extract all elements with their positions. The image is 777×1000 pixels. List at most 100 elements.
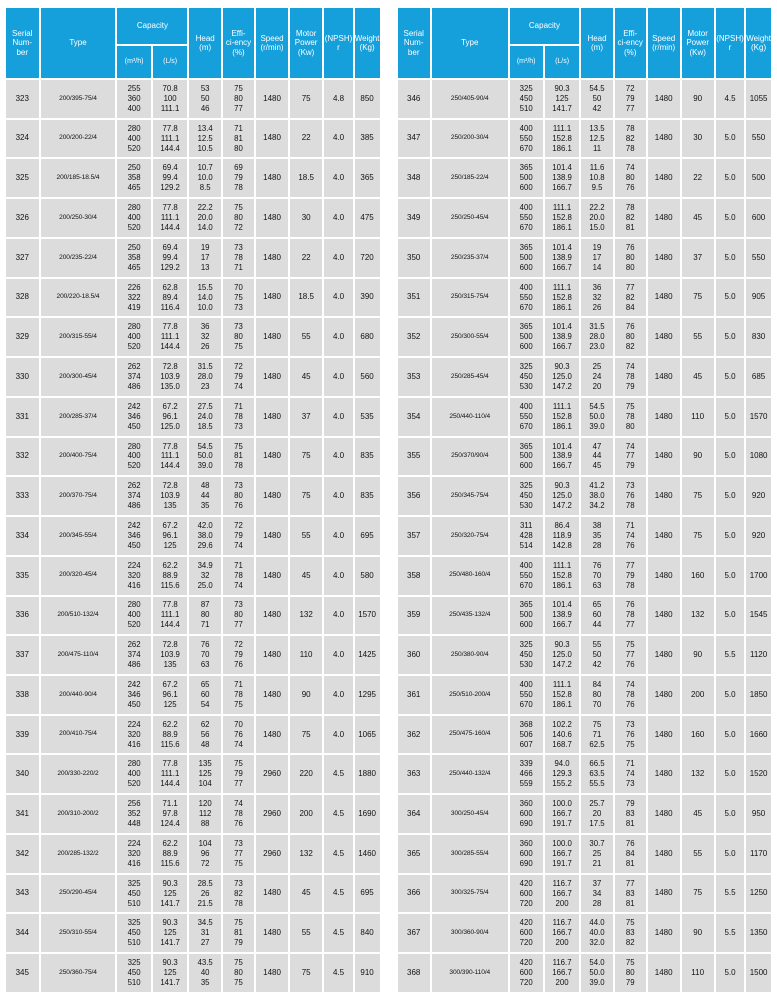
table-row: 345 250/360-75/4 325 450 510 90.3 125 141.7 43.5… (6, 954, 380, 992)
cell-serial-number: 326 (6, 199, 39, 237)
cell-efficiency: 75 80 79 (614, 954, 646, 992)
cell-speed: 1480 (647, 119, 680, 158)
cell-efficiency: 73 80 77 (222, 596, 255, 635)
cell-head: 53 50 46 (189, 80, 221, 118)
cell-efficiency: 71 78 75 (222, 676, 255, 714)
cell-npshr: 4.0 (324, 636, 353, 675)
cell-motor-power: 110 (681, 397, 714, 436)
cell-capacity-ls: 100.0 166.7 191.7 (544, 834, 580, 873)
cell-speed: 1480 (256, 914, 288, 953)
cell-weight: 1545 (746, 596, 771, 635)
cell-speed: 2960 (256, 795, 288, 833)
cell-npshr: 4.0 (324, 596, 353, 635)
cell-head: 28.5 26 21.5 (189, 874, 221, 913)
cell-speed: 1480 (256, 119, 288, 158)
cell-type: 250/440-110/4 (431, 397, 508, 436)
cell-serial-number: 324 (6, 119, 39, 158)
cell-speed: 1480 (647, 596, 680, 635)
cell-capacity-ls: 77.8 111.1 144.4 (152, 596, 188, 635)
cell-serial-number: 339 (6, 715, 39, 754)
cell-capacity-ls: 72.8 103.9 135 (152, 477, 188, 516)
cell-head: 104 96 72 (189, 834, 221, 873)
cell-capacity-m3h: 339 466 559 (509, 755, 543, 794)
cell-capacity-m3h: 280 400 520 (117, 318, 151, 357)
cell-npshr: 4.0 (324, 159, 353, 198)
table-header-left: Serial Num-ber Type Capacity Head (m) Effi… (6, 8, 380, 78)
cell-npshr: 4.5 (324, 914, 353, 953)
cell-weight: 1690 (354, 795, 380, 833)
cell-motor-power: 110 (681, 954, 714, 992)
cell-head: 27.5 24.0 18.5 (189, 397, 221, 436)
cell-motor-power: 45 (681, 199, 714, 237)
cell-capacity-ls: 72.8 103.9 135 (152, 636, 188, 675)
cell-type: 250/380-90/4 (431, 636, 508, 675)
cell-type: 200/315-55/4 (40, 318, 116, 357)
cell-capacity-ls: 62.8 89.4 116.4 (152, 278, 188, 317)
cell-capacity-m3h: 360 600 690 (509, 795, 543, 833)
table-row: 347 250/200-30/4 400 550 670 111.1 152.8 186.1 1… (397, 119, 771, 158)
cell-speed: 1480 (256, 80, 288, 118)
cell-serial-number: 350 (397, 238, 430, 277)
cell-capacity-ls: 71.1 97.8 124.4 (152, 795, 188, 833)
cell-head: 25 24 20 (581, 358, 613, 396)
cell-capacity-ls: 101.4 138.9 166.7 (544, 437, 580, 476)
cell-capacity-ls: 70.8 100 111.1 (152, 80, 188, 118)
cell-type: 300/390-110/4 (431, 954, 508, 992)
cell-efficiency: 73 76 75 (614, 715, 646, 754)
cell-weight: 1425 (354, 636, 380, 675)
cell-capacity-m3h: 400 550 670 (509, 556, 543, 595)
table-row: 339 200/410-75/4 224 320 416 62.2 88.9 115.6 62 5… (6, 715, 380, 754)
table-row: 368 300/390-110/4 420 600 720 116.7 166.7 200 54… (397, 954, 771, 992)
cell-speed: 1480 (647, 834, 680, 873)
cell-npshr: 4.5 (324, 834, 353, 873)
cell-motor-power: 132 (289, 596, 323, 635)
cell-capacity-m3h: 400 550 670 (509, 676, 543, 714)
cell-capacity-ls: 69.4 99.4 129.2 (152, 238, 188, 277)
cell-npshr: 5.0 (715, 954, 745, 992)
cell-speed: 1480 (256, 556, 288, 595)
cell-head: 22.2 20.0 15.0 (581, 199, 613, 237)
cell-weight: 910 (354, 954, 380, 992)
header-speed: Speed (r/min) (647, 8, 680, 78)
cell-efficiency: 76 80 82 (614, 318, 646, 357)
cell-head: 43.5 40 35 (189, 954, 221, 992)
cell-motor-power: 22 (289, 119, 323, 158)
cell-capacity-ls: 101.4 138.9 166.7 (544, 238, 580, 277)
cell-capacity-ls: 90.3 125 141.7 (152, 874, 188, 913)
cell-speed: 1480 (256, 437, 288, 476)
cell-weight: 1065 (354, 715, 380, 754)
cell-weight: 390 (354, 278, 380, 317)
cell-motor-power: 75 (681, 477, 714, 516)
header-npshr: (NPSH) r (715, 8, 745, 78)
cell-capacity-m3h: 400 550 670 (509, 278, 543, 317)
cell-capacity-m3h: 420 600 720 (509, 874, 543, 913)
cell-capacity-m3h: 365 500 600 (509, 437, 543, 476)
cell-speed: 1480 (647, 477, 680, 516)
table-row: 329 200/315-55/4 280 400 520 77.8 111.1 144.4 36… (6, 318, 380, 357)
table-row: 361 250/510-200/4 400 550 670 111.1 152.8 186.1… (397, 676, 771, 714)
cell-weight: 1250 (746, 874, 771, 913)
cell-motor-power: 75 (681, 517, 714, 555)
cell-capacity-m3h: 280 400 520 (117, 596, 151, 635)
cell-capacity-m3h: 311 428 514 (509, 517, 543, 555)
cell-serial-number: 332 (6, 437, 39, 476)
cell-type: 250/285-45/4 (431, 358, 508, 396)
cell-type: 250/480-160/4 (431, 556, 508, 595)
cell-type: 250/300-55/4 (431, 318, 508, 357)
cell-speed: 1480 (647, 795, 680, 833)
cell-capacity-m3h: 242 346 450 (117, 676, 151, 714)
cell-speed: 1480 (256, 715, 288, 754)
cell-serial-number: 330 (6, 358, 39, 396)
table-row: 333 200/370-75/4 262 374 486 72.8 103.9 135 48 44… (6, 477, 380, 516)
cell-speed: 1480 (647, 914, 680, 953)
cell-capacity-ls: 116.7 166.7 200 (544, 874, 580, 913)
cell-speed: 2960 (256, 755, 288, 794)
cell-capacity-m3h: 325 450 510 (117, 954, 151, 992)
cell-capacity-m3h: 280 400 520 (117, 199, 151, 237)
header-capacity-m3h: (m³/h) (117, 46, 151, 78)
cell-serial-number: 346 (397, 80, 430, 118)
cell-serial-number: 351 (397, 278, 430, 317)
cell-capacity-m3h: 262 374 486 (117, 358, 151, 396)
cell-weight: 475 (354, 199, 380, 237)
cell-serial-number: 327 (6, 238, 39, 277)
